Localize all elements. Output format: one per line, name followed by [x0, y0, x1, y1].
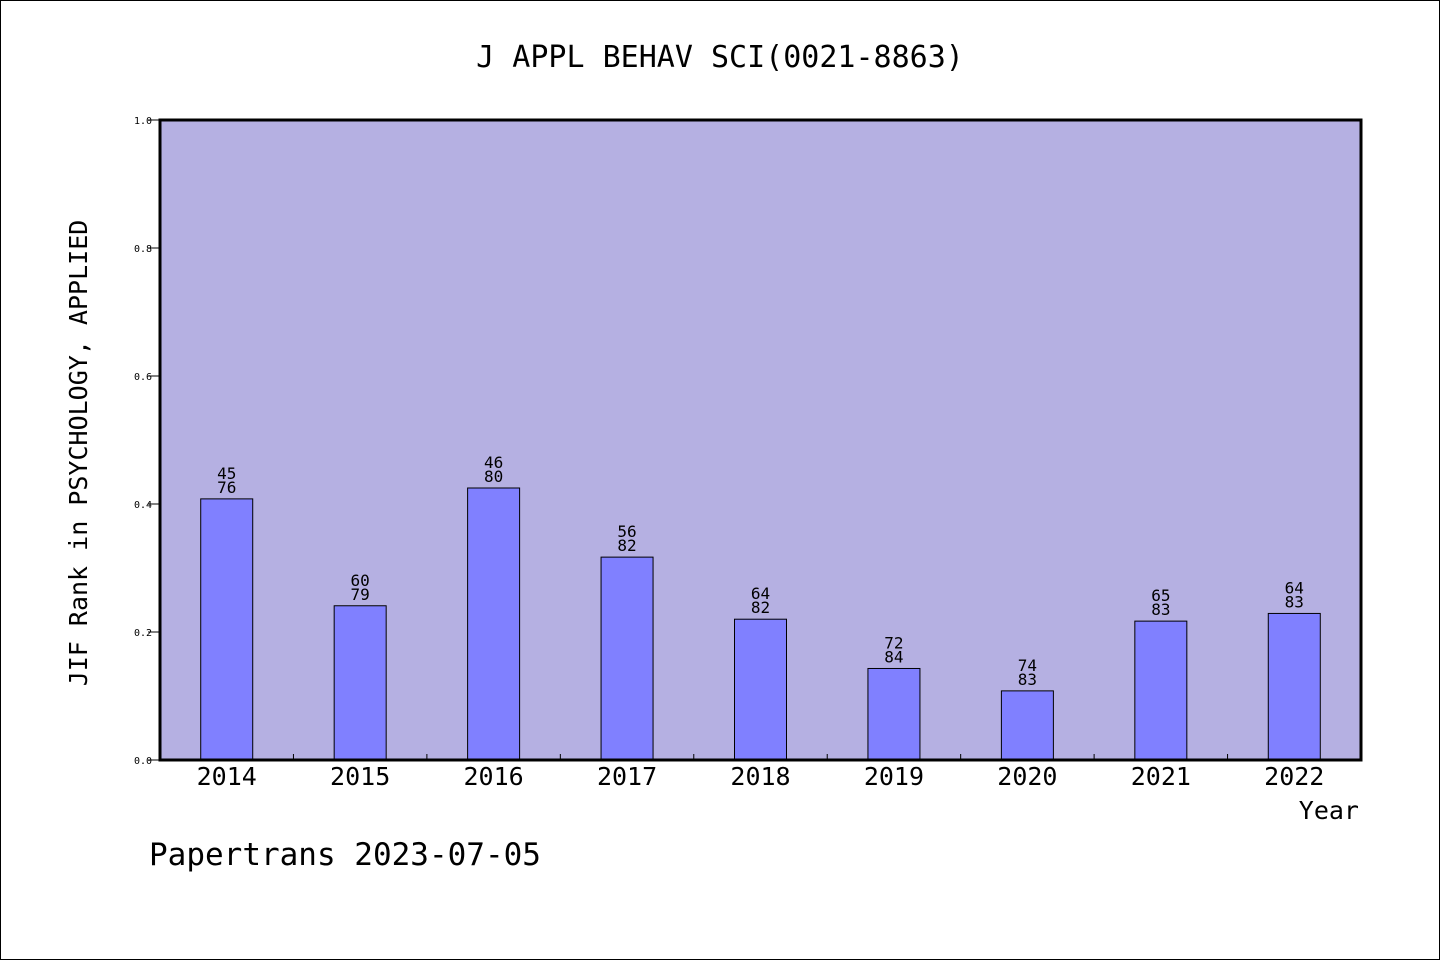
x-tick-label-2014: 2014	[197, 762, 257, 791]
x-tick-label-2017: 2017	[597, 762, 657, 791]
plot-border	[158, 118, 1363, 762]
bar-label-total-2019: 84	[884, 647, 903, 666]
bar-label-total-2015: 79	[351, 585, 370, 604]
bar-label-total-2018: 82	[751, 598, 770, 617]
bar-label-rank-2014: 45	[217, 464, 236, 483]
y-tick-label: 0.0	[134, 756, 152, 767]
chart-title: J APPL BEHAV SCI(0021-8863)	[476, 40, 964, 75]
bar-label-rank-2020: 74	[1018, 656, 1037, 675]
bar-2019	[867, 667, 921, 761]
bar-2021	[1134, 620, 1188, 761]
bar-2014	[200, 498, 254, 761]
bar-label-rank-2018: 64	[751, 584, 770, 603]
x-axis-label: Year	[1299, 796, 1359, 825]
bar-2022	[1267, 612, 1321, 761]
bar-label-total-2014: 76	[217, 478, 236, 497]
bar-label-total-2020: 83	[1018, 670, 1037, 689]
bars-layer	[200, 487, 1321, 761]
x-tick-label-2018: 2018	[730, 762, 790, 791]
y-tick-label: 0.8	[134, 244, 152, 255]
bar-label-total-2016: 80	[484, 467, 503, 486]
bar-label-total-2021: 83	[1151, 600, 1170, 619]
bar-2015	[333, 605, 387, 761]
footer-credit: Papertrans 2023-07-05	[149, 837, 541, 873]
y-tick-label: 1.0	[134, 116, 152, 127]
bar-2017	[600, 556, 654, 761]
bar-label-rank-2016: 46	[484, 453, 503, 472]
bar-label-total-2022: 83	[1285, 592, 1304, 611]
bar-label-rank-2017: 56	[617, 522, 636, 541]
y-axis-label: JIF Rank in PSYCHOLOGY, APPLIED	[64, 220, 93, 687]
x-tick-label-2019: 2019	[864, 762, 924, 791]
bar-2020	[1000, 690, 1054, 761]
bar-2016	[467, 487, 521, 761]
bar-label-total-2017: 82	[617, 536, 636, 555]
bar-label-rank-2019: 72	[884, 633, 903, 652]
x-tick-label-2021: 2021	[1131, 762, 1191, 791]
x-tick-label-2022: 2022	[1264, 762, 1324, 791]
y-tick-label: 0.4	[134, 500, 152, 511]
bar-2018	[734, 618, 787, 761]
y-axis: 0.0 0.2 0.4 0.6 0.8 1.0	[134, 116, 160, 767]
y-tick-label: 0.2	[134, 628, 152, 639]
bar-label-rank-2022: 64	[1285, 578, 1304, 597]
x-tick-label-2015: 2015	[330, 762, 390, 791]
bar-label-rank-2021: 65	[1151, 586, 1170, 605]
bar-label-rank-2015: 60	[351, 571, 370, 590]
x-tick-label-2020: 2020	[997, 762, 1057, 791]
x-tick-label-2016: 2016	[464, 762, 524, 791]
x-axis: 2014 2015 2016 2017 2018 2019 2020 2021 2022	[197, 754, 1324, 791]
y-tick-label: 0.6	[134, 372, 152, 383]
